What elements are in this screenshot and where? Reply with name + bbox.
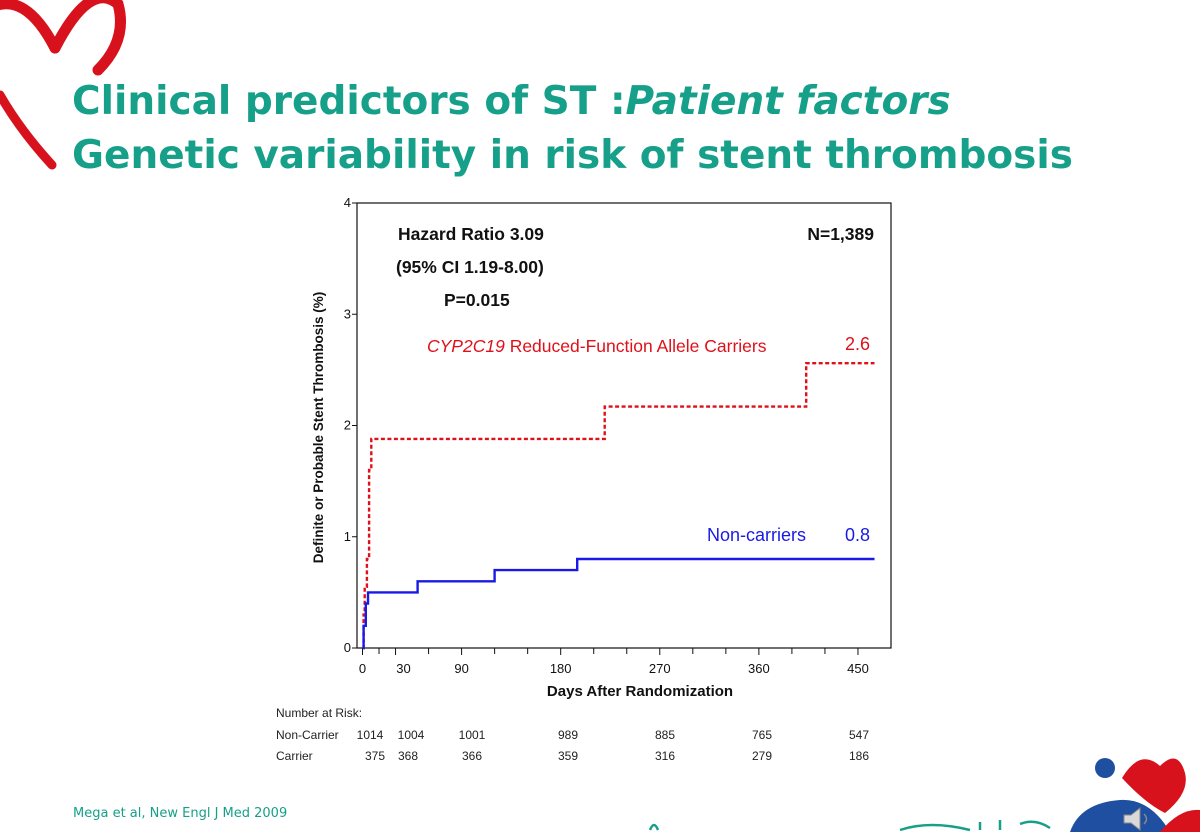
risk-table-cell: 368: [398, 749, 418, 763]
x-tick-label: 360: [748, 661, 770, 676]
risk-table-cell: 1014: [357, 728, 384, 742]
p-value-label: P=0.015: [444, 290, 510, 310]
slide-title-line1: Clinical predictors of ST :Patient facto…: [72, 79, 951, 125]
n-label: N=1,389: [807, 224, 874, 244]
y-tick-label: 0: [344, 640, 351, 655]
title-main: Clinical predictors of ST :: [72, 79, 626, 124]
slide-title-line2: Genetic variability in risk of stent thr…: [72, 133, 1073, 178]
speaker-icon[interactable]: [1120, 806, 1160, 832]
carrier-end-label: 2.6: [845, 334, 870, 354]
risk-row-label-carrier: Carrier: [276, 749, 313, 763]
x-tick-label: 0: [359, 661, 366, 676]
risk-table-cell: 989: [558, 728, 578, 742]
risk-table-cell: 1001: [459, 728, 486, 742]
carrier-legend-label: CYP2C19 Reduced-Function Allele Carriers: [427, 336, 767, 356]
x-tick-label: 450: [847, 661, 869, 676]
risk-table-values: 1014 1004 1001 989 885 765 547 375 368 366 359 316 2…: [357, 728, 870, 763]
y-tick-label: 1: [344, 529, 351, 544]
risk-table-cell: 279: [752, 749, 772, 763]
chart-series: [362, 362, 875, 650]
x-tick-label: 180: [550, 661, 572, 676]
y-tick-label: 4: [344, 195, 351, 210]
x-tick-label: 90: [454, 661, 468, 676]
x-tick-label: 30: [396, 661, 410, 676]
carrier-legend-rest: Reduced-Function Allele Carriers: [505, 336, 767, 356]
y-axis-title: Definite or Probable Stent Thrombosis (%…: [311, 292, 326, 564]
arabic-text-decoration: [648, 820, 1051, 832]
risk-table-cell: 359: [558, 749, 578, 763]
title-italic: Patient factors: [625, 79, 951, 124]
risk-table-cell: 885: [655, 728, 675, 742]
heart-logo-icon: [0, 0, 126, 170]
citation: Mega et al, New Engl J Med 2009: [73, 806, 288, 821]
noncarrier-curve: [362, 557, 875, 650]
x-axis-title: Days After Randomization: [547, 683, 733, 700]
risk-table-cell: 765: [752, 728, 772, 742]
risk-table-cell: 375: [365, 749, 385, 763]
risk-table-cell: 366: [462, 749, 482, 763]
risk-table-cell: 547: [849, 728, 869, 742]
y-tick-label: 3: [344, 306, 351, 321]
risk-table-cell: 1004: [398, 728, 425, 742]
ci-label: (95% CI 1.19-8.00): [396, 257, 544, 277]
risk-table-cell: 316: [655, 749, 675, 763]
noncarrier-legend-label: Non-carriers: [707, 525, 806, 545]
carrier-curve: [362, 362, 875, 650]
hazard-ratio-label: Hazard Ratio 3.09: [398, 224, 544, 244]
noncarrier-end-label: 0.8: [845, 525, 870, 545]
y-tick-label: 2: [344, 418, 351, 433]
x-tick-label: 270: [649, 661, 671, 676]
risk-table-title: Number at Risk:: [276, 706, 362, 720]
carrier-legend-italic: CYP2C19: [427, 336, 505, 356]
risk-table-cell: 186: [849, 749, 869, 763]
chart-axes: 0 1 2 3 4 0 30 90 180 270 360 450 Days After Randomi…: [311, 195, 892, 700]
risk-row-label-noncarrier: Non-Carrier: [276, 728, 339, 742]
